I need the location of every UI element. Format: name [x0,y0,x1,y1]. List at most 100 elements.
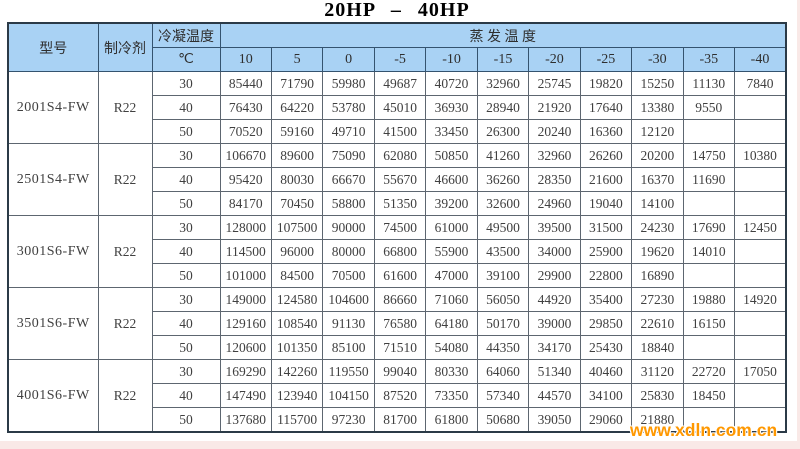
capacity-cell: 12120 [631,119,684,144]
capacity-cell: 96000 [270,239,324,264]
col-header-refrigerant: 制冷剂 [97,22,153,72]
capacity-cell: 17640 [579,95,633,120]
table-row: 2501S4-FW R22 30 106670 89600 75090 62080 50850… [7,143,787,216]
refrigerant-cell: R22 [97,215,153,288]
capacity-cell: 51340 [528,359,581,384]
capacity-cell [734,95,787,120]
capacity-cell: 169290 [219,359,272,384]
capacity-cell: 64060 [476,359,530,384]
capacity-cell: 32600 [476,191,530,216]
capacity-cell: 64220 [270,95,324,120]
condensing-temp-cell: 50 [151,335,221,360]
capacity-cell: 87520 [373,383,427,408]
capacity-cell: 91130 [322,311,375,336]
capacity-cell [682,263,736,288]
capacity-cell: 71060 [425,287,478,312]
condensing-temp-cell: 40 [151,95,221,120]
capacity-cell: 40460 [579,359,633,384]
capacity-cell: 33450 [425,119,478,144]
capacity-cell: 84500 [270,263,324,288]
capacity-cell: 80000 [322,239,375,264]
evap-temp-header: -5 [373,47,427,72]
capacity-cell [682,335,736,360]
capacity-cell: 120600 [219,335,272,360]
capacity-cell: 21880 [631,407,684,433]
evap-temp-header: 10 [219,47,272,72]
model-cell: 3001S6-FW [7,215,99,288]
capacity-cell: 21600 [579,167,633,192]
capacity-cell: 45010 [373,95,427,120]
capacity-cell: 99040 [373,359,427,384]
capacity-cell: 39050 [528,407,581,433]
refrigerant-cell: R22 [97,359,153,433]
model-cell: 2001S4-FW [7,71,99,144]
capacity-cell: 24230 [631,215,684,240]
capacity-cell: 16370 [631,167,684,192]
capacity-cell: 18840 [631,335,684,360]
capacity-cell: 80330 [425,359,478,384]
capacity-cell: 7840 [734,71,787,96]
capacity-cell: 123940 [270,383,324,408]
capacity-cell [734,167,787,192]
capacity-cell: 56050 [476,287,530,312]
condensing-temp-cell: 30 [151,359,221,384]
capacity-cell: 76580 [373,311,427,336]
capacity-cell: 36930 [425,95,478,120]
condensing-temp-cell: 30 [151,71,221,96]
capacity-cell: 54080 [425,335,478,360]
capacity-cell: 13380 [631,95,684,120]
capacity-cell: 31500 [579,215,633,240]
capacity-cell: 16360 [579,119,633,144]
capacity-cell: 53780 [322,95,375,120]
header-row-1: 型号 制冷剂 冷凝温度 蒸 发 温 度 [7,22,787,72]
capacity-cell: 101350 [270,335,324,360]
page: 20HP – 40HP 型号 制冷剂 冷凝温度 蒸 发 温 度 ℃ 10 5 0 -5… [0,0,797,441]
capacity-cell: 71790 [270,71,324,96]
capacity-cell: 39000 [528,311,581,336]
refrigerant-cell: R22 [97,71,153,144]
capacity-cell: 58800 [322,191,375,216]
model-cell: 3501S6-FW [7,287,99,360]
capacity-cell: 97230 [322,407,375,433]
capacity-cell: 26260 [579,143,633,168]
capacity-cell: 86660 [373,287,427,312]
capacity-cell: 22720 [682,359,736,384]
capacity-cell: 44570 [528,383,581,408]
capacity-cell: 20200 [631,143,684,168]
condensing-temp-cell: 30 [151,143,221,168]
condensing-temp-cell: 40 [151,311,221,336]
table-row: 40 114500 96000 80000 66800 55900 43500 34000 25… [8,239,787,264]
table-row: 4001S6-FW R22 30 169290 142260 119550 99040 803… [7,359,787,433]
capacity-cell: 70520 [219,119,272,144]
condensing-temp-cell: 40 [151,167,221,192]
capacity-cell [682,119,736,144]
capacity-cell: 19820 [579,71,633,96]
capacity-cell: 129160 [219,311,272,336]
capacity-cell: 39500 [528,215,581,240]
capacity-cell: 84170 [219,191,272,216]
capacity-cell: 61800 [425,407,478,433]
capacity-cell: 29060 [579,407,633,433]
header-row-2: ℃ 10 5 0 -5 -10 -15 -20 -25 -30 -35 -40 [8,47,787,72]
capacity-cell: 22800 [579,263,633,288]
capacity-cell: 70500 [322,263,375,288]
capacity-cell: 75090 [322,143,375,168]
capacity-cell: 95420 [219,167,272,192]
condensing-temp-cell: 30 [151,287,221,312]
condensing-temp-cell: 30 [151,215,221,240]
capacity-cell: 17050 [734,359,787,384]
capacity-cell: 16890 [631,263,684,288]
table-row: 50 84170 70450 58800 51350 39200 32600 24960 190… [8,191,787,216]
capacity-cell: 15250 [631,71,684,96]
capacity-cell [682,407,736,433]
capacity-cell: 55670 [373,167,427,192]
capacity-cell: 11690 [682,167,736,192]
evap-temp-header: -35 [682,47,736,72]
capacity-cell [734,263,787,288]
capacity-cell [734,191,787,216]
capacity-cell: 25430 [579,335,633,360]
capacity-cell: 26300 [476,119,530,144]
capacity-cell: 28350 [528,167,581,192]
capacity-cell: 47000 [425,263,478,288]
capacity-cell: 28940 [476,95,530,120]
